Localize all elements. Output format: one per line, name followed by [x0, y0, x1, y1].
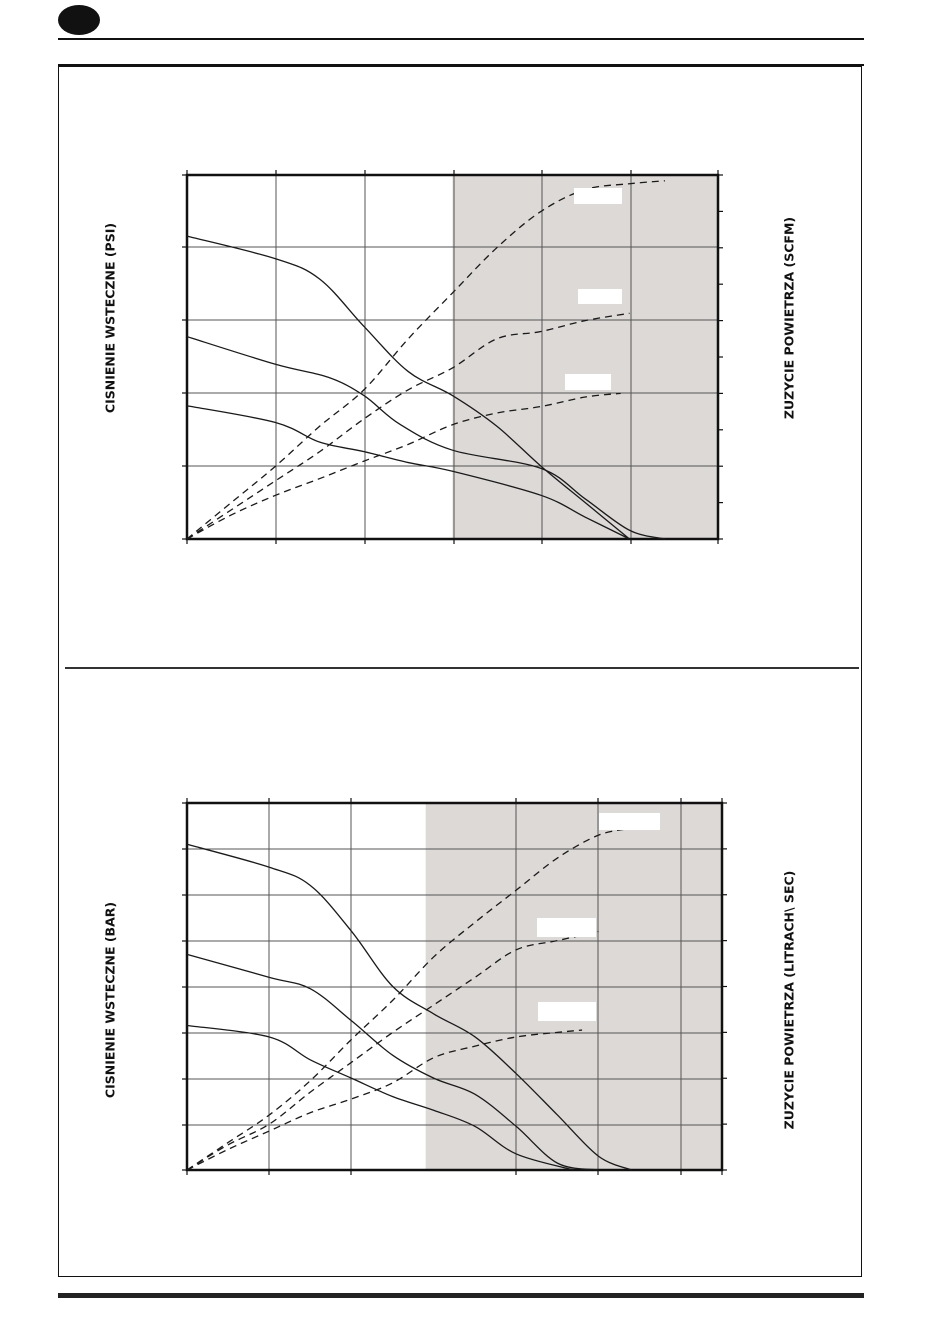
chart2-solid-series-3	[186, 1024, 575, 1171]
chart2-dashed-series-5	[186, 930, 599, 1171]
chart1-label-box-2	[578, 289, 622, 304]
chart1-dashed-series-4	[186, 180, 665, 540]
content-frame	[58, 66, 862, 1277]
chart2-label-box-1	[599, 813, 660, 830]
chart1-label-box-1	[574, 188, 622, 204]
chart2-solid-series-2	[186, 953, 599, 1171]
chart1-solid-series-3	[186, 405, 630, 540]
chart1-dashed-series-6	[186, 392, 621, 540]
chart2-solid-series-1	[186, 843, 632, 1171]
chart1-solid-series-1	[186, 235, 630, 540]
chart2-dashed-series-6	[186, 1029, 583, 1171]
header-rule	[58, 38, 864, 40]
chart2-label-box-2	[537, 918, 596, 937]
section-divider	[65, 667, 859, 669]
header-badge	[58, 5, 100, 35]
chart1-dashed-series-5	[186, 312, 630, 540]
footer-rule	[58, 1293, 864, 1298]
chart1-label-box-3	[565, 374, 611, 390]
chart2-label-box-3	[538, 1002, 596, 1021]
frame-top-rule	[58, 64, 864, 66]
chart1-shaded-region	[452, 175, 718, 539]
